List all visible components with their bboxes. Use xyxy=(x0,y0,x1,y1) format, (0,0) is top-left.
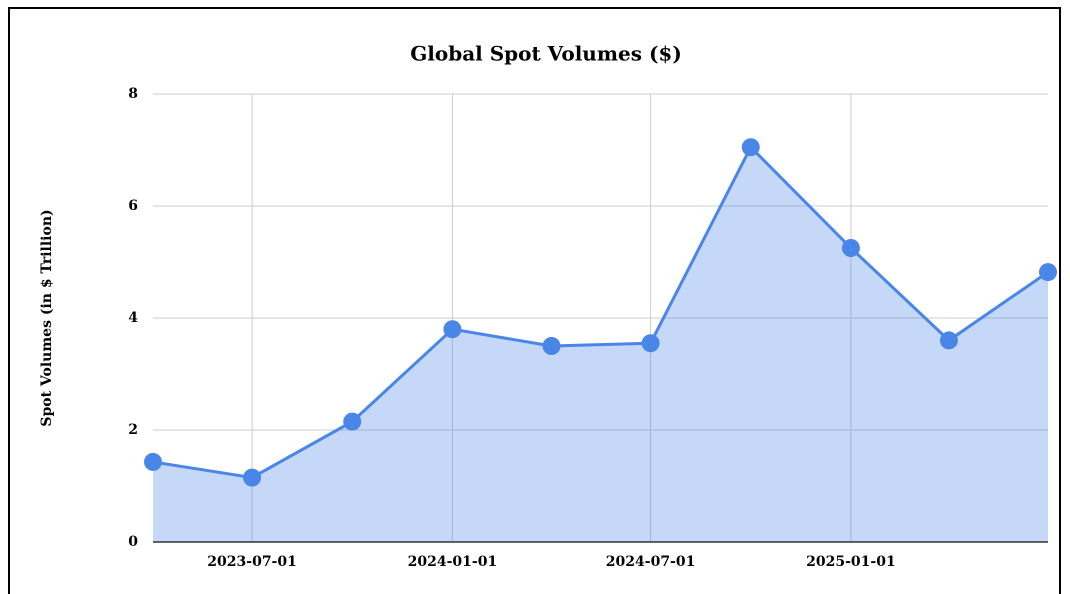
y-tick-label: 2 xyxy=(128,422,138,438)
x-tick-label: 2023-07-01 xyxy=(207,554,297,570)
frame xyxy=(8,7,1061,594)
x-tick-label: 2024-01-01 xyxy=(408,554,498,570)
point xyxy=(741,138,760,157)
chart-title: Global Spot Volumes ($) xyxy=(410,42,682,66)
point xyxy=(939,331,958,350)
point xyxy=(841,239,860,257)
point xyxy=(641,334,660,353)
point xyxy=(542,337,561,355)
x-tick-label: 2024-07-01 xyxy=(606,554,696,570)
point xyxy=(343,412,362,431)
y-axis-label: Spot Volumes (in $ Trillion) xyxy=(39,209,55,426)
y-tick-label: 4 xyxy=(128,310,138,326)
area xyxy=(153,147,1048,542)
line xyxy=(152,144,1049,480)
point xyxy=(1039,263,1057,282)
y-tick-label: 8 xyxy=(128,86,138,102)
point xyxy=(443,320,462,339)
point xyxy=(144,452,162,471)
y-tick-label: 0 xyxy=(128,534,138,550)
point xyxy=(243,468,262,487)
y-tick-label: 6 xyxy=(128,198,138,214)
x-tick-label: 2025-01-01 xyxy=(806,554,896,570)
